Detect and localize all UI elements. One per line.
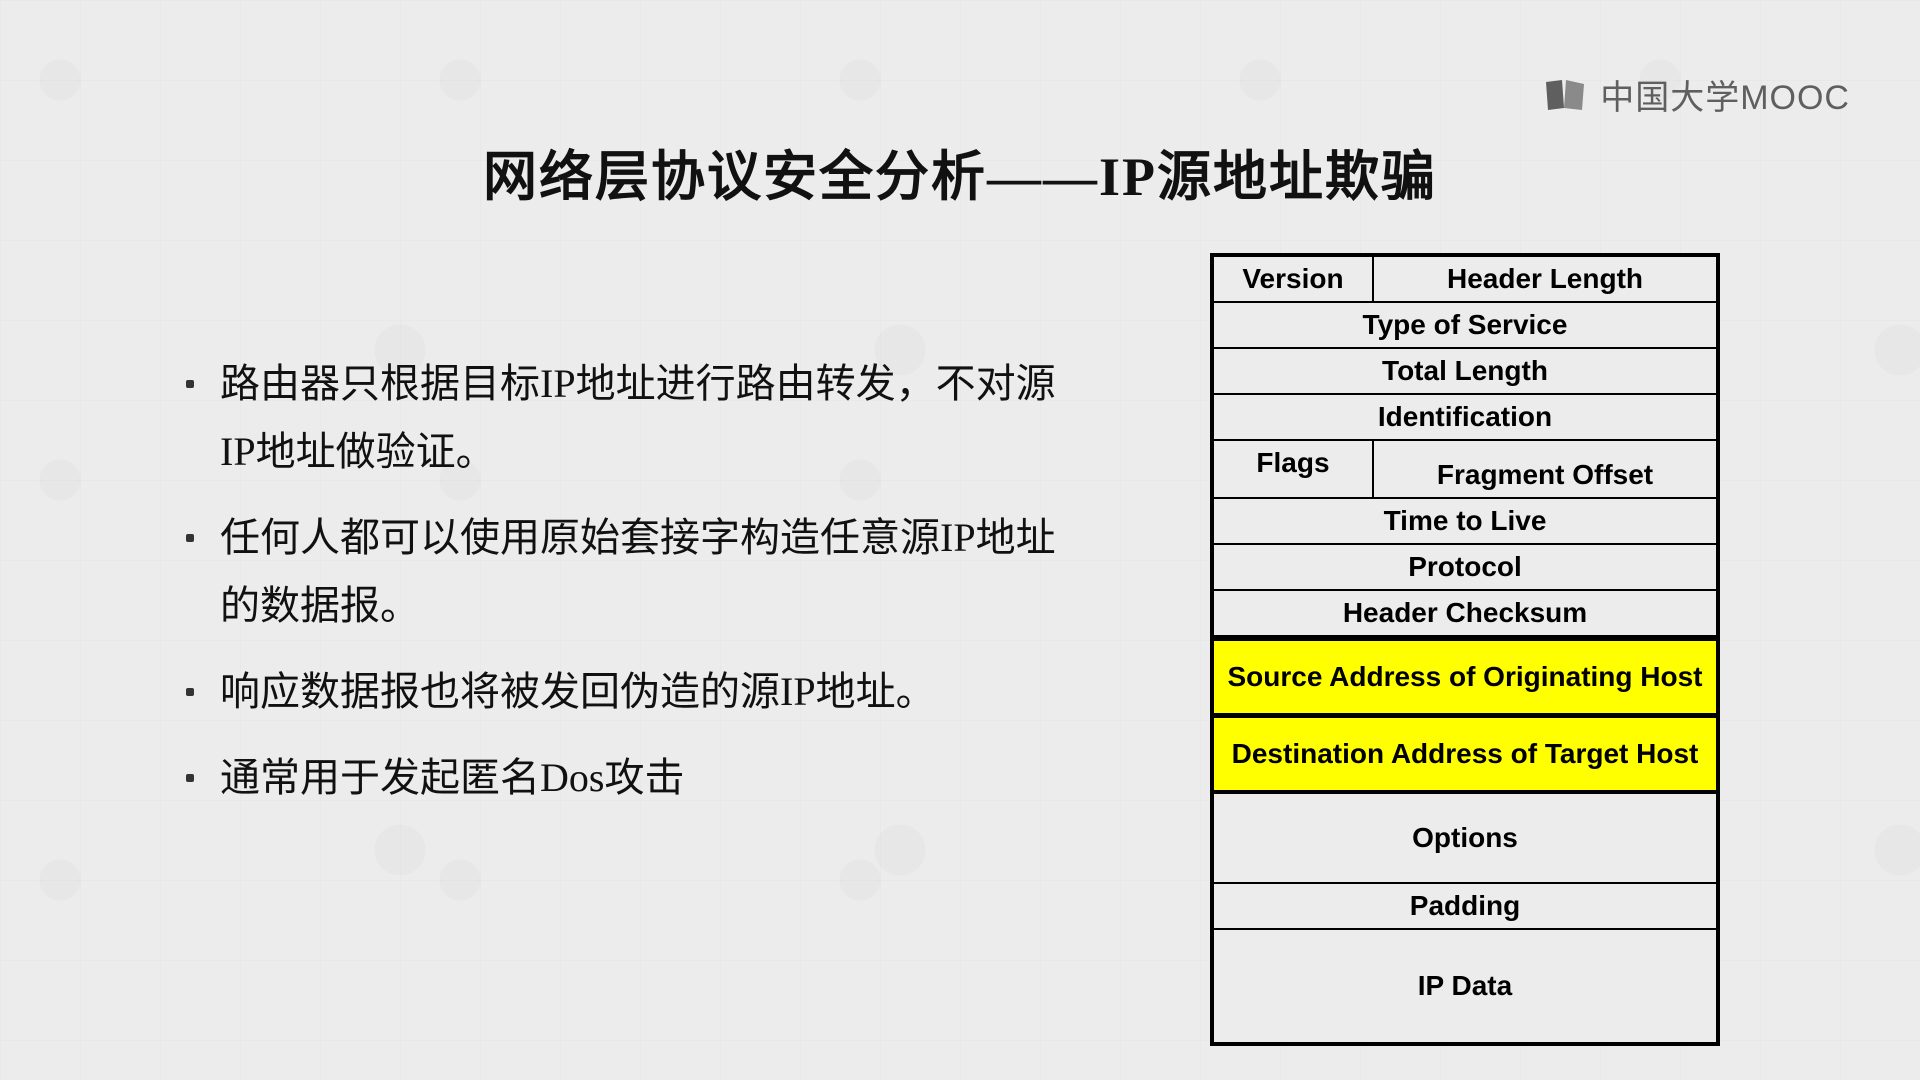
- ip-header-row: Destination Address of Target Host: [1214, 715, 1716, 794]
- ip-header-row: Options: [1214, 794, 1716, 884]
- ip-header-row: FlagsFragment Offset: [1214, 441, 1716, 499]
- watermark: 中国大学MOOC: [1544, 70, 1850, 119]
- ip-header-row: Identification: [1214, 395, 1716, 441]
- ip-header-cell: Fragment Offset: [1374, 441, 1716, 497]
- bullet-item: 响应数据报也将被发回伪造的源IP地址。: [180, 658, 1060, 726]
- ip-header-cell: Time to Live: [1214, 499, 1716, 543]
- ip-header-cell: Destination Address of Target Host: [1214, 718, 1716, 790]
- ip-header-row: VersionHeader Length: [1214, 257, 1716, 303]
- ip-header-row: Source Address of Originating Host: [1214, 637, 1716, 715]
- bullet-item: 任何人都可以使用原始套接字构造任意源IP地址的数据报。: [180, 504, 1060, 640]
- ip-header-cell: Protocol: [1214, 545, 1716, 589]
- ip-header-cell: Header Length: [1374, 257, 1716, 301]
- ip-header-cell: Padding: [1214, 884, 1716, 928]
- ip-header-row: Protocol: [1214, 545, 1716, 591]
- ip-header-cell: Type of Service: [1214, 303, 1716, 347]
- slide-title: 网络层协议安全分析——IP源地址欺骗: [0, 132, 1920, 211]
- ip-header-cell: Header Checksum: [1214, 591, 1716, 635]
- bullet-item: 路由器只根据目标IP地址进行路由转发，不对源IP地址做验证。: [180, 350, 1060, 486]
- ip-header-cell: Version: [1214, 257, 1374, 301]
- ip-header-cell: Total Length: [1214, 349, 1716, 393]
- ip-header-row: Type of Service: [1214, 303, 1716, 349]
- ip-header-table: VersionHeader LengthType of ServiceTotal…: [1210, 253, 1720, 1046]
- ip-header-cell: Options: [1214, 794, 1716, 882]
- ip-header-cell: IP Data: [1214, 930, 1716, 1042]
- watermark-text: 中国大学MOOC: [1600, 70, 1850, 119]
- ip-header-row: Header Checksum: [1214, 591, 1716, 637]
- book-icon: [1544, 78, 1586, 112]
- ip-header-row: IP Data: [1214, 930, 1716, 1042]
- ip-header-cell: Identification: [1214, 395, 1716, 439]
- ip-header-row: Time to Live: [1214, 499, 1716, 545]
- ip-header-cell: Flags: [1214, 441, 1374, 497]
- bullet-item: 通常用于发起匿名Dos攻击: [180, 744, 1060, 812]
- bullet-list: 路由器只根据目标IP地址进行路由转发，不对源IP地址做验证。 任何人都可以使用原…: [180, 350, 1060, 830]
- ip-header-cell: Source Address of Originating Host: [1214, 641, 1716, 713]
- ip-header-row: Padding: [1214, 884, 1716, 930]
- ip-header-row: Total Length: [1214, 349, 1716, 395]
